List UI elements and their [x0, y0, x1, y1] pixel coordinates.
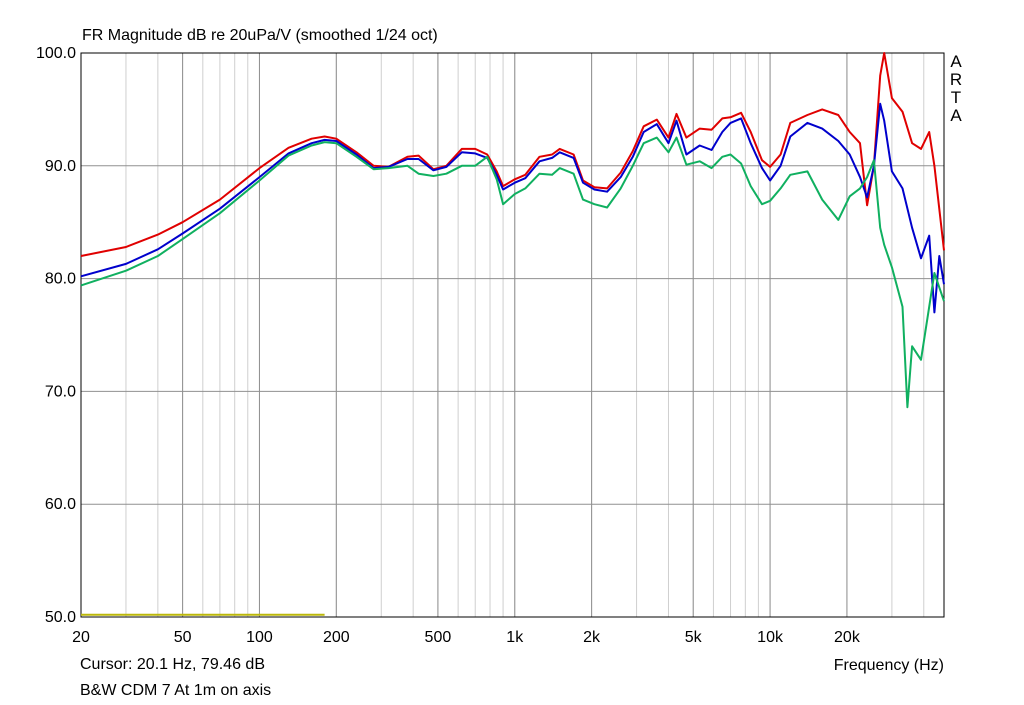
chart-title: FR Magnitude dB re 20uPa/V (smoothed 1/2…: [82, 27, 438, 44]
y-tick-label: 50.0: [45, 609, 76, 626]
series-line: [80, 52, 945, 257]
y-tick-label: 60.0: [45, 496, 76, 513]
x-tick-label: 500: [425, 629, 452, 646]
y-tick-label: 70.0: [45, 383, 76, 400]
x-tick-label: 10k: [757, 629, 784, 646]
series-line: [80, 136, 945, 409]
brand-letter: R: [949, 70, 963, 89]
brand-letter: T: [950, 88, 962, 107]
x-tick-label: 5k: [685, 629, 703, 646]
y-tick-label: 100.0: [36, 45, 76, 62]
x-tick-label: 50: [174, 629, 192, 646]
brand-letter: A: [950, 52, 962, 71]
x-tick-label: 2k: [583, 629, 601, 646]
y-tick-label: 80.0: [45, 271, 76, 288]
x-tick-label: 100: [246, 629, 273, 646]
arta-brand-label: A R T A: [948, 53, 964, 125]
brand-letter: A: [950, 106, 962, 125]
x-tick-label: 1k: [506, 629, 524, 646]
measurement-caption: B&W CDM 7 At 1m on axis: [80, 682, 272, 699]
series-line: [80, 102, 945, 314]
x-tick-label: 20: [72, 629, 90, 646]
x-axis-label: Frequency (Hz): [834, 657, 944, 674]
x-tick-label: 200: [323, 629, 350, 646]
x-tick-label: 20k: [834, 629, 861, 646]
y-tick-label: 90.0: [45, 158, 76, 175]
cursor-readout: Cursor: 20.1 Hz, 79.46 dB: [80, 656, 265, 673]
plot-frame: [80, 52, 945, 618]
